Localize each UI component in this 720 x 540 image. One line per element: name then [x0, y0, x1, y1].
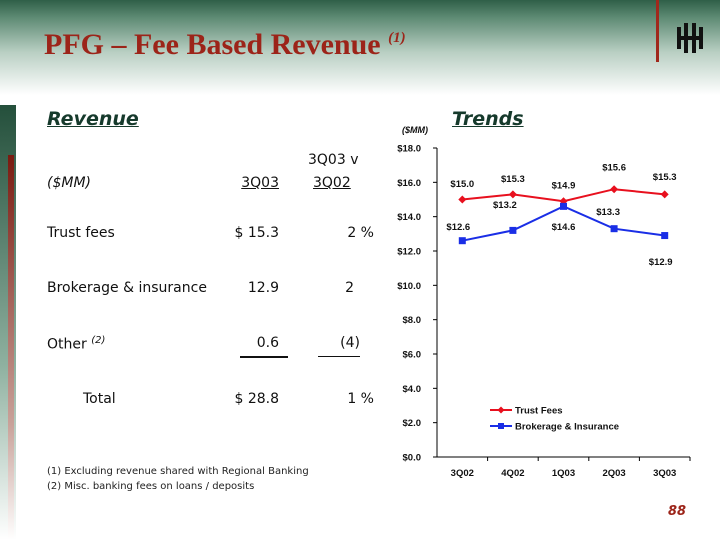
- y-tick-label: $16.0: [397, 178, 421, 189]
- row-change-brokerage: 2: [345, 280, 354, 296]
- trend-chart: ($MM) $0.0 $2.0 $4.0 $6.0 $8.0 $10.0 $12.0 $14.0…: [397, 125, 691, 479]
- x-tick-label: 1Q03: [552, 468, 575, 479]
- trends-heading: Trends: [452, 108, 524, 130]
- title-footnote-ref: (1): [388, 30, 406, 46]
- data-point-trust-fees: [610, 185, 619, 194]
- other-footnote-ref: (2): [91, 335, 106, 346]
- row-value-other: 0.6: [256, 335, 279, 351]
- data-point-trust-fees: [508, 190, 517, 199]
- row-label-brokerage: Brokerage & insurance: [47, 280, 207, 296]
- footnote-1: (1) Excluding revenue shared with Region…: [47, 466, 309, 477]
- data-point-trust-fees: [458, 195, 467, 204]
- data-point-trust-fees: [559, 197, 568, 206]
- y-tick-label: $6.0: [403, 350, 422, 361]
- data-label: $14.9: [552, 181, 576, 192]
- y-tick-label: $14.0: [397, 212, 421, 223]
- data-point-brokerage: [560, 202, 567, 210]
- header-divider: [656, 0, 659, 62]
- data-label: $13.2: [493, 200, 517, 211]
- row-label-trust-fees: Trust fees: [47, 225, 115, 241]
- data-label: $12.6: [446, 222, 470, 233]
- legend-label: Brokerage & Insurance: [515, 422, 619, 433]
- y-tick-label: $18.0: [397, 144, 421, 155]
- y-tick-label: $4.0: [403, 384, 422, 395]
- subtotal-rule-value: [240, 356, 288, 358]
- data-label: $13.3: [596, 207, 620, 218]
- company-logo-icon: [677, 23, 703, 53]
- y-tick-label: $10.0: [397, 281, 421, 292]
- y-tick-label: $0.0: [403, 453, 422, 464]
- y-tick-label: $2.0: [403, 418, 422, 429]
- page-title: PFG – Fee Based Revenue (1): [44, 28, 406, 61]
- col-header-3q03: 3Q03: [241, 175, 279, 191]
- row-value-trust-fees: $ 15.3: [234, 225, 279, 241]
- x-tick-label: 2Q03: [602, 468, 625, 479]
- row-label-other: Other (2): [47, 335, 106, 353]
- legend-label: Trust Fees: [515, 406, 563, 417]
- data-point-brokerage: [661, 232, 669, 240]
- row-value-total: $ 28.8: [234, 391, 279, 407]
- left-decor-stripe: [8, 155, 14, 540]
- legend-marker-brokerage: [498, 423, 504, 429]
- y-tick-label: $8.0: [403, 315, 422, 326]
- footnote-2: (2) Misc. banking fees on loans / deposi…: [47, 481, 255, 492]
- data-point-brokerage: [610, 225, 618, 233]
- data-label: $15.3: [501, 174, 525, 185]
- col-header-comparison: 3Q03 v: [308, 152, 359, 168]
- data-label: $15.6: [602, 163, 626, 174]
- data-label: $15.0: [450, 179, 474, 190]
- data-point-brokerage: [458, 237, 466, 245]
- subtotal-rule-change: [318, 356, 360, 357]
- x-tick-label: 3Q02: [451, 468, 474, 479]
- units-header: ($MM): [47, 175, 91, 191]
- legend-marker-trust-fees: [497, 406, 505, 414]
- col-header-3q02: 3Q02: [313, 175, 351, 191]
- data-label: $15.3: [653, 172, 677, 183]
- row-change-trust-fees: 2 %: [347, 225, 374, 241]
- data-point-brokerage: [509, 226, 517, 234]
- x-tick-label: 3Q03: [653, 468, 676, 479]
- row-label-total: Total: [83, 391, 116, 407]
- header-band: [0, 0, 720, 95]
- y-tick-label: $12.0: [397, 247, 421, 258]
- data-point-trust-fees: [660, 190, 669, 199]
- chart-units-label: ($MM): [402, 125, 428, 135]
- revenue-heading: Revenue: [47, 108, 139, 130]
- row-change-total: 1 %: [347, 391, 374, 407]
- row-change-other: (4): [340, 335, 360, 351]
- row-value-brokerage: 12.9: [247, 280, 279, 296]
- data-label: $12.9: [649, 257, 673, 268]
- x-tick-label: 4Q02: [501, 468, 524, 479]
- data-label: $14.6: [552, 222, 576, 233]
- page-number: 88: [668, 504, 687, 519]
